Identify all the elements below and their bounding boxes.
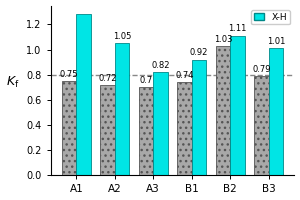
Text: 0.79: 0.79 [252,65,271,74]
Text: 0.75: 0.75 [60,70,78,79]
Bar [177,82,192,175]
Bar [216,46,230,175]
Text: 0.7: 0.7 [139,76,153,85]
Bar [153,72,168,175]
Text: 0.74: 0.74 [175,71,194,80]
Text: 1.01: 1.01 [267,37,285,46]
Bar [192,60,206,175]
Text: 0.72: 0.72 [98,74,117,83]
Legend: X-H: X-H [251,10,290,24]
Y-axis label: $K_{\mathrm{f}}$: $K_{\mathrm{f}}$ [6,75,19,90]
Text: 0.82: 0.82 [151,61,170,70]
Bar [254,76,269,175]
Text: 1.05: 1.05 [113,32,131,41]
Text: 0.92: 0.92 [190,48,208,57]
Text: 1.11: 1.11 [228,24,247,33]
Bar [115,43,129,175]
Text: 1.03: 1.03 [214,35,232,44]
Bar [62,81,76,175]
Bar [139,87,153,175]
Bar [230,36,245,175]
Bar [76,14,91,175]
Bar [100,85,115,175]
Bar [269,48,284,175]
